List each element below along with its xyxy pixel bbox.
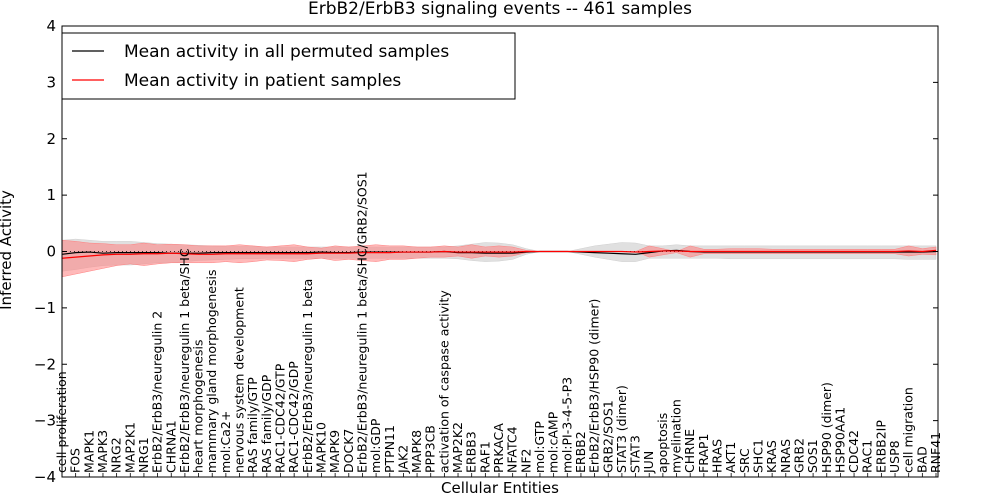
x-tick-label: STAT3 (628, 435, 643, 473)
x-tick-label: RAC1-CDC42/GTP (273, 363, 288, 473)
x-tick-label: FRAP1 (696, 434, 711, 473)
x-tick-label: MAPK10 (313, 422, 328, 473)
y-tick-label: −1 (34, 299, 56, 317)
legend-label-patient: Mean activity in patient samples (124, 71, 401, 91)
x-tick-label: RAS family/GDP (259, 374, 274, 473)
x-tick-label: HRAS (710, 439, 725, 473)
x-tick-label: NRAS (778, 439, 793, 473)
y-tick-label: 0 (46, 243, 56, 261)
activity-lines (61, 249, 937, 259)
x-tick-label: FOS (68, 448, 83, 473)
y-axis-label: Inferred Activity (0, 190, 15, 310)
x-tick-label: nervous system development (232, 287, 247, 473)
x-tick-label: ErbB2/ErbB3/neuregulin 2 (150, 311, 165, 473)
x-tick-label: NRG2 (109, 437, 124, 473)
x-tick-label: KRAS (764, 440, 779, 473)
x-tick-label: JAK2 (395, 445, 410, 474)
x-tick-label: SOS1 (805, 439, 820, 473)
legend-label-permuted: Mean activity in all permuted samples (124, 42, 449, 62)
x-tick-label: PPP3CB (423, 425, 438, 473)
activity-bands (61, 238, 938, 278)
x-tick-label: HSP90 (dimer) (819, 382, 834, 473)
x-tick-label: CDC42 (846, 430, 861, 473)
x-tick-label: HSP90AA1 (832, 407, 847, 473)
x-tick-label: myelination (669, 399, 684, 473)
x-tick-label: mol:cAMP (546, 411, 561, 473)
x-tick-label: mol:Ca2+ (218, 411, 233, 473)
x-tick-label: BAD (914, 446, 929, 473)
x-tick-label: STAT3 (dimer) (614, 385, 629, 473)
y-tick-label: 1 (46, 186, 56, 204)
x-tick-label: MAPK1 (81, 430, 96, 473)
x-tick-label: PTPN11 (382, 425, 397, 473)
x-tick-label: NF2 (518, 449, 533, 474)
x-tick-label: ERBB3 (464, 431, 479, 473)
x-tick-label: ERBB2 (573, 431, 588, 473)
legend-box (61, 32, 516, 100)
x-tick-label: activation of caspase activity (436, 290, 451, 473)
x-tick-label: mammary gland morphogenesis (204, 270, 219, 473)
x-tick-label: CHRNA1 (163, 420, 178, 473)
x-tick-label: SHC1 (750, 439, 765, 473)
x-tick-label: mol:GDP (368, 418, 383, 473)
y-tick-label: −2 (34, 355, 56, 373)
x-tick-label: MAPK3 (95, 430, 110, 473)
x-tick-label: DOCK7 (341, 429, 356, 473)
x-tick-label: GRB2 (791, 438, 806, 473)
x-axis-label: Cellular Entities (441, 479, 559, 497)
patient-band (61, 239, 937, 278)
x-tick-label: mol:GTP (532, 421, 547, 473)
x-tick-label: ErbB2/ErbB3/neuregulin 1 beta (300, 279, 315, 473)
x-tick-label: heart morphogenesis (191, 340, 206, 474)
x-tick-label: ErbB2/ErbB3/neuregulin 1 beta/SHC (177, 248, 192, 473)
x-tick-label: GRB2/SOS1 (600, 400, 615, 473)
x-tick-label: RAC1 (860, 440, 875, 473)
x-tick-label: RAF1 (477, 441, 492, 473)
x-tick-label: MAP2K2 (450, 422, 465, 473)
x-tick-label: mol:PI-3-4-5-P3 (559, 377, 574, 473)
x-tick-label: NRG1 (136, 437, 151, 473)
x-tick-label: MAPK9 (327, 430, 342, 473)
plot-frame (61, 25, 939, 478)
x-tick-label: MAP2K1 (122, 422, 137, 473)
x-tick-label: PRKACA (491, 423, 506, 473)
x-tick-label: SRC (737, 448, 752, 473)
x-tick-label: JUN (641, 451, 656, 474)
y-tick-label: 2 (46, 130, 56, 148)
patient-mean-line (61, 249, 937, 259)
x-tick-labels: cell proliferationFOSMAPK1MAPK3NRG2MAP2K… (54, 171, 943, 477)
y-tick-label: 4 (46, 17, 56, 35)
x-tick-label: MAPK8 (409, 430, 424, 473)
x-tick-label: apoptosis (655, 413, 670, 473)
x-tick-label: USP8 (887, 440, 902, 473)
y-tick-label: −4 (34, 468, 56, 486)
x-tick-label: cell migration (901, 387, 916, 473)
legend: Mean activity in all permuted samples Me… (61, 32, 516, 100)
x-tick-label: NFATC4 (505, 426, 520, 473)
chart-title: ErbB2/ErbB3 signaling events -- 461 samp… (308, 0, 692, 19)
x-tick-label: CHRNE (682, 429, 697, 473)
x-tick-label: RAC1-CDC42/GDP (286, 361, 301, 473)
x-tick-label: ErbB2/ErbB3/HSP90 (dimer) (587, 299, 602, 473)
y-tick-label: 3 (46, 73, 56, 91)
x-tick-label: AKT1 (723, 442, 738, 473)
x-tick-label: RAS family/GTP (245, 377, 260, 473)
x-tick-label: ErbB2/ErbB3/neuregulin 1 beta/SHC/GRB2/S… (354, 171, 369, 473)
x-tick-label: ERBB2IP (873, 420, 888, 473)
x-tick-label: RNF41 (928, 432, 943, 473)
y-tick-label: −3 (34, 412, 56, 430)
